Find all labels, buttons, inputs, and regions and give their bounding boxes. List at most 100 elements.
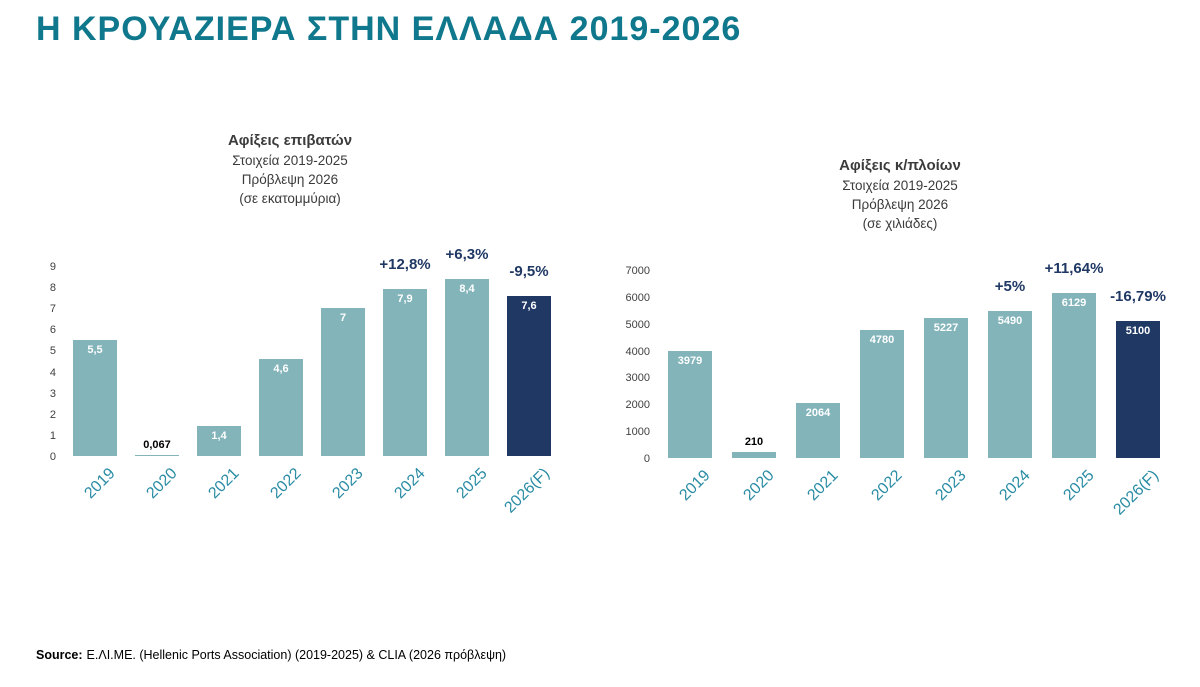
bar-value-label: 7 — [339, 312, 347, 325]
y-tick-label: 8 — [49, 282, 56, 295]
x-axis-year-label: 2024 — [391, 465, 430, 503]
passenger-arrivals-chart: 0 1 2 3 4 5 6 7 8 9 5,5 2019 0,067 2020 1,4 2021 4,6 202… — [38, 246, 560, 517]
chart-title: Αφίξεις κ/πλοίων — [839, 157, 961, 174]
y-tick-label: 1000 — [625, 426, 650, 439]
y-axis: 0 1000 2000 3000 4000 5000 6000 7000 — [612, 265, 658, 465]
bar-column: 2064 2021 — [786, 270, 850, 504]
y-axis: 0 1 2 3 4 5 6 7 8 9 — [38, 261, 64, 463]
bar-value-label: 5100 — [1125, 325, 1151, 337]
bar-column: 1,4 2021 — [188, 266, 250, 502]
y-tick-label: 6 — [49, 324, 56, 337]
bar-column: +11,64% 6129 2025 — [1042, 260, 1106, 504]
pct-change-annotation: +12,8% — [379, 256, 431, 274]
x-axis-year-label: 2023 — [932, 467, 971, 505]
x-axis-year-label: 2019 — [81, 465, 120, 503]
bar-value-label: 2064 — [805, 406, 831, 419]
x-axis-year-label: 2021 — [804, 467, 843, 505]
x-axis-year-label: 2022 — [868, 467, 907, 505]
bar-value-label: 5227 — [933, 321, 959, 334]
bar-column: -9,5% 7,6 2026(F) — [498, 262, 560, 517]
y-tick-label: 1 — [49, 429, 56, 442]
page-title: Η ΚΡΟΥΑΖΙΕΡΑ ΣΤΗΝ ΕΛΛΑΔΑ 2019-2026 — [36, 10, 742, 48]
y-tick-label: 7000 — [625, 265, 650, 277]
ship-arrivals-chart: 0 1000 2000 3000 4000 5000 6000 7000 3979 2019 21… — [612, 260, 1170, 519]
bar-value-label: 3979 — [677, 355, 703, 368]
bar-column: +6,3% 8,4 2025 — [436, 246, 498, 502]
bar-2024: 7,9 — [383, 289, 427, 456]
x-axis-year-label: 2020 — [740, 467, 779, 505]
bar-column: 210 2020 — [722, 270, 786, 504]
chart-subtitle-line: Στοιχεία 2019-2025 — [842, 178, 958, 193]
passenger-chart-title-block: Αφίξεις επιβατών Στοιχεία 2019-2025 Πρόβ… — [160, 132, 420, 209]
bar-2021: 1,4 — [197, 426, 241, 456]
pct-change-annotation: -16,79% — [1110, 288, 1166, 306]
y-tick-label: 4000 — [625, 345, 650, 358]
bar-2023: 7 — [321, 308, 365, 456]
bar-2019: 3979 — [668, 351, 712, 458]
y-tick-label: 9 — [49, 261, 56, 273]
bar-column: 4780 2022 — [850, 270, 914, 504]
y-tick-label: 3000 — [625, 372, 650, 385]
bar-2024: 5490 — [988, 310, 1032, 458]
bar-2025: 8,4 — [445, 278, 489, 456]
bar-2023: 5227 — [924, 317, 968, 458]
bar-column: -16,79% 5100 2026(F) — [1106, 270, 1170, 519]
x-axis-year-label: 2026(F) — [501, 465, 554, 517]
bar-value-label: 8,4 — [459, 282, 475, 295]
y-tick-label: 2 — [49, 408, 56, 421]
x-axis-year-label: 2026(F) — [1110, 467, 1163, 519]
y-tick-label: 4 — [49, 366, 56, 379]
chart-subtitle-line: Πρόβλεψη 2026 — [241, 171, 339, 187]
source-label: Source: — [36, 648, 83, 662]
bar-column: 3979 2019 — [658, 270, 722, 504]
x-axis-year-label: 2023 — [329, 465, 368, 503]
bar-value-label: 7,9 — [397, 293, 413, 306]
chart-subtitle-line: (σε εκατομμύρια) — [239, 190, 341, 206]
pct-change-annotation: -9,5% — [509, 262, 549, 280]
y-tick-label: 7 — [49, 303, 56, 316]
bar-2021: 2064 — [796, 402, 840, 458]
pct-change-annotation: +11,64% — [1044, 260, 1104, 278]
bar-column: 7 2023 — [312, 266, 374, 502]
bar-2022: 4,6 — [259, 358, 303, 456]
bar-2022: 4780 — [860, 329, 904, 458]
y-tick-label: 0 — [643, 453, 650, 465]
y-tick-label: 2000 — [625, 399, 650, 412]
bar-value-label: 5490 — [997, 314, 1023, 327]
bar-value-label: 4780 — [869, 333, 895, 346]
x-axis-year-label: 2019 — [676, 467, 715, 505]
y-tick-label: 5000 — [625, 318, 650, 331]
bar-column: 0,067 2020 — [126, 266, 188, 502]
pct-change-annotation: +6,3% — [445, 245, 489, 263]
chart-subtitle-line: Πρόβλεψη 2026 — [851, 196, 949, 212]
x-axis-year-label: 2020 — [143, 465, 182, 503]
bars-area: 3979 2019 210 2020 2064 2021 4780 2022 5227 2023 +… — [658, 260, 1170, 519]
bar-value-label: 210 — [744, 436, 764, 449]
x-axis-year-label: 2025 — [1060, 467, 1099, 505]
pct-change-annotation: +5% — [994, 277, 1026, 295]
bar-column: +5% 5490 2024 — [978, 270, 1042, 504]
bar-2019: 5,5 — [73, 339, 117, 456]
bar-column: 5,5 2019 — [64, 266, 126, 502]
bars-area: 5,5 2019 0,067 2020 1,4 2021 4,6 2022 7 2023 +12,8… — [64, 246, 560, 517]
y-tick-label: 6000 — [625, 291, 650, 304]
bar-2026(F): 5100 — [1116, 321, 1160, 458]
ship-chart-title-block: Αφίξεις κ/πλοίων Στοιχεία 2019-2025 Πρόβ… — [770, 157, 1030, 234]
source-line: Source: Ε.ΛΙ.ΜΕ. (Hellenic Ports Associat… — [36, 648, 506, 662]
bar-value-label: 5,5 — [87, 343, 103, 356]
bar-2020 — [135, 454, 179, 456]
chart-subtitle-line: (σε χιλιάδες) — [862, 215, 938, 231]
bar-value-label: 4,6 — [273, 362, 289, 375]
bar-2020 — [732, 452, 776, 458]
y-tick-label: 0 — [49, 451, 56, 463]
y-tick-label: 5 — [49, 345, 56, 358]
y-tick-label: 3 — [49, 387, 56, 400]
x-axis-year-label: 2025 — [453, 465, 492, 503]
chart-subtitle-line: Στοιχεία 2019-2025 — [232, 153, 348, 168]
x-axis-year-label: 2021 — [205, 465, 244, 503]
x-axis-year-label: 2024 — [996, 467, 1035, 505]
bar-column: +12,8% 7,9 2024 — [374, 256, 436, 502]
bar-value-label: 6129 — [1061, 297, 1087, 310]
bar-column: 5227 2023 — [914, 270, 978, 504]
bar-value-label: 7,6 — [521, 299, 537, 312]
